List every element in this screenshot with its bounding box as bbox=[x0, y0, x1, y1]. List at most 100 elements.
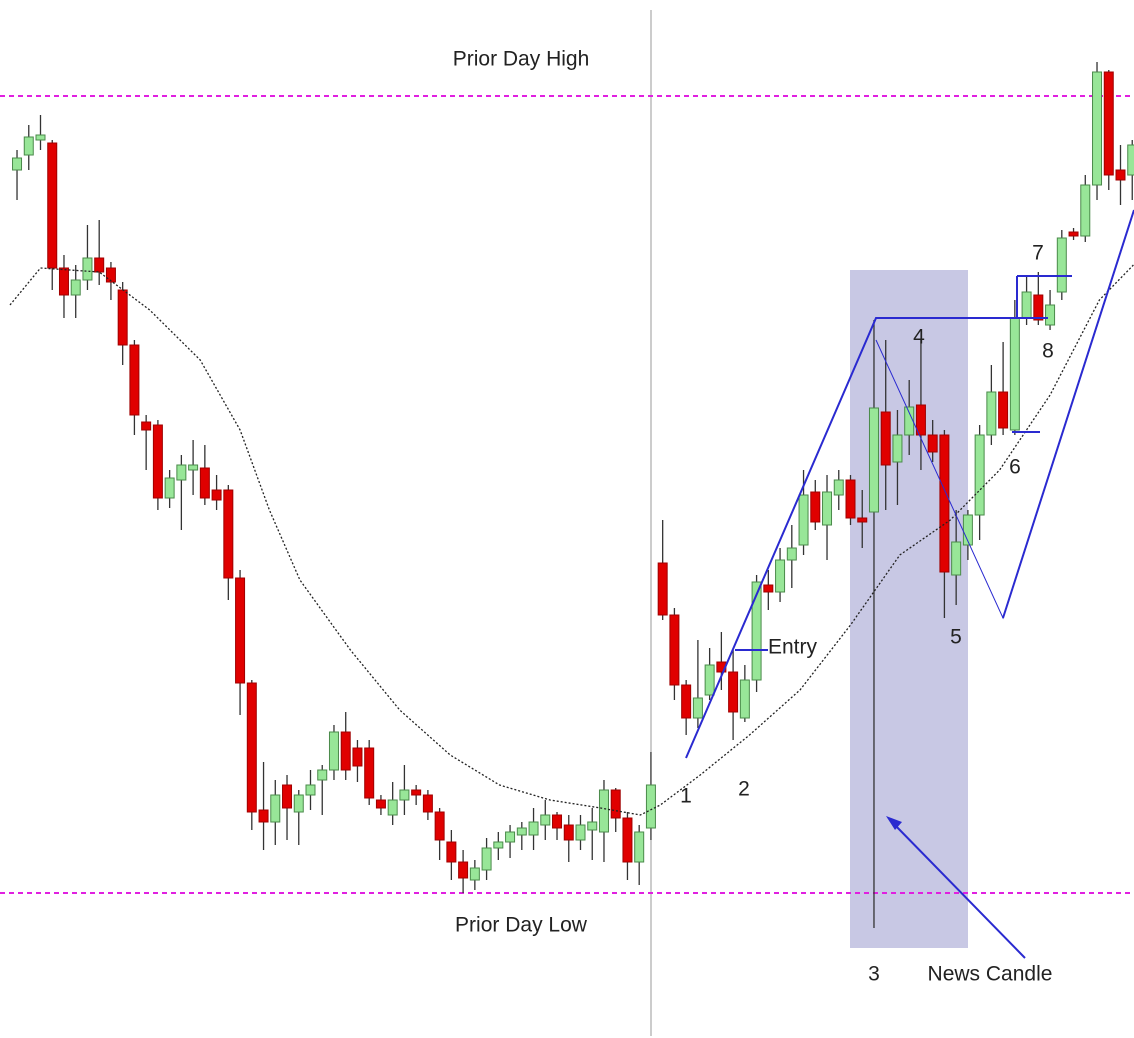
candle-body bbox=[305, 784, 316, 796]
annotation: 6 bbox=[1009, 456, 1021, 479]
candle-body bbox=[986, 391, 997, 436]
candle-body bbox=[434, 811, 445, 841]
candle-body bbox=[422, 794, 433, 813]
candle-body bbox=[117, 289, 128, 346]
candle-body bbox=[728, 671, 739, 713]
candle-body bbox=[328, 731, 339, 771]
candle-body bbox=[786, 547, 797, 561]
candle-body bbox=[505, 831, 516, 843]
candle-body bbox=[176, 464, 187, 481]
candle-body bbox=[669, 614, 680, 686]
candle-body bbox=[235, 577, 246, 684]
candle-body bbox=[763, 584, 774, 593]
news-zone bbox=[850, 270, 968, 948]
candle-body bbox=[82, 257, 93, 281]
candle-body bbox=[1127, 144, 1134, 176]
candle-body bbox=[739, 679, 750, 719]
candle-body bbox=[1056, 237, 1067, 293]
annotation: 7 bbox=[1032, 242, 1044, 265]
candle-body bbox=[375, 799, 386, 809]
candle-body bbox=[892, 434, 903, 463]
candle-body bbox=[634, 831, 645, 863]
candle-body bbox=[927, 434, 938, 453]
candle-body bbox=[974, 434, 985, 516]
candle-body bbox=[12, 157, 23, 171]
candle-body bbox=[540, 814, 551, 826]
candle-body bbox=[587, 821, 598, 831]
candle-body bbox=[516, 827, 527, 836]
level-label: Prior Day Low bbox=[455, 914, 588, 937]
candle-body bbox=[1115, 169, 1126, 181]
candle-body bbox=[47, 142, 58, 269]
annotation: News Candle bbox=[928, 963, 1053, 986]
candle-body bbox=[1033, 294, 1044, 321]
candle-body bbox=[575, 824, 586, 841]
candle-body bbox=[364, 747, 375, 799]
candle-body bbox=[939, 434, 950, 573]
candle-body bbox=[481, 847, 492, 871]
candle-body bbox=[317, 769, 328, 781]
candle-body bbox=[152, 424, 163, 499]
candle-body bbox=[552, 814, 563, 829]
annotation: Entry bbox=[768, 636, 818, 659]
candle-body bbox=[211, 489, 222, 501]
candle-body bbox=[105, 267, 116, 283]
trend-line bbox=[1002, 209, 1134, 619]
candle-body bbox=[704, 664, 715, 696]
candle-body bbox=[58, 267, 69, 296]
candle-body bbox=[645, 784, 656, 829]
candle-body bbox=[199, 467, 210, 499]
candle-body bbox=[1068, 231, 1079, 237]
arrow bbox=[891, 821, 1026, 959]
candle-body bbox=[387, 799, 398, 816]
candle-body bbox=[833, 479, 844, 496]
arrow-head bbox=[886, 816, 902, 830]
candle-body bbox=[880, 411, 891, 466]
annotation: 2 bbox=[738, 778, 750, 801]
annotation: 1 bbox=[680, 785, 692, 808]
candle-body bbox=[775, 559, 786, 593]
candle-body bbox=[857, 517, 868, 523]
candle-body bbox=[70, 279, 81, 296]
candle-body bbox=[469, 867, 480, 881]
candle-body bbox=[1103, 71, 1114, 176]
candle-body bbox=[904, 406, 915, 436]
candle-body bbox=[258, 809, 269, 823]
candle-body bbox=[164, 477, 175, 499]
candle-body bbox=[598, 789, 609, 833]
candle-body bbox=[528, 821, 539, 836]
annotation: 3 bbox=[868, 963, 880, 986]
candle-body bbox=[563, 824, 574, 841]
candle-body bbox=[751, 581, 762, 681]
candle-body bbox=[998, 391, 1009, 429]
candle-body bbox=[1009, 317, 1020, 431]
candle-body bbox=[141, 421, 152, 431]
candle-body bbox=[223, 489, 234, 579]
candle-body bbox=[270, 794, 281, 823]
candle-body bbox=[822, 491, 833, 526]
candle-body bbox=[845, 479, 856, 519]
candle-body bbox=[129, 344, 140, 416]
candle-body bbox=[622, 817, 633, 863]
candle-body bbox=[915, 404, 926, 436]
candle-body bbox=[293, 794, 304, 813]
candle-body bbox=[868, 407, 879, 513]
candle-body bbox=[282, 784, 293, 809]
candle-body bbox=[411, 789, 422, 796]
annotation: 8 bbox=[1042, 340, 1054, 363]
candle-body bbox=[1045, 304, 1056, 326]
annotation: 5 bbox=[950, 626, 962, 649]
candle-body bbox=[35, 134, 46, 141]
candle-body bbox=[352, 747, 363, 767]
candle-body bbox=[340, 731, 351, 771]
candle-body bbox=[23, 136, 34, 156]
candle-body bbox=[681, 684, 692, 719]
candle-body bbox=[246, 682, 257, 813]
candle-body bbox=[94, 257, 105, 273]
candle-body bbox=[188, 464, 199, 471]
candle-body bbox=[399, 789, 410, 801]
candle-body bbox=[446, 841, 457, 863]
candle-body bbox=[1021, 291, 1032, 319]
